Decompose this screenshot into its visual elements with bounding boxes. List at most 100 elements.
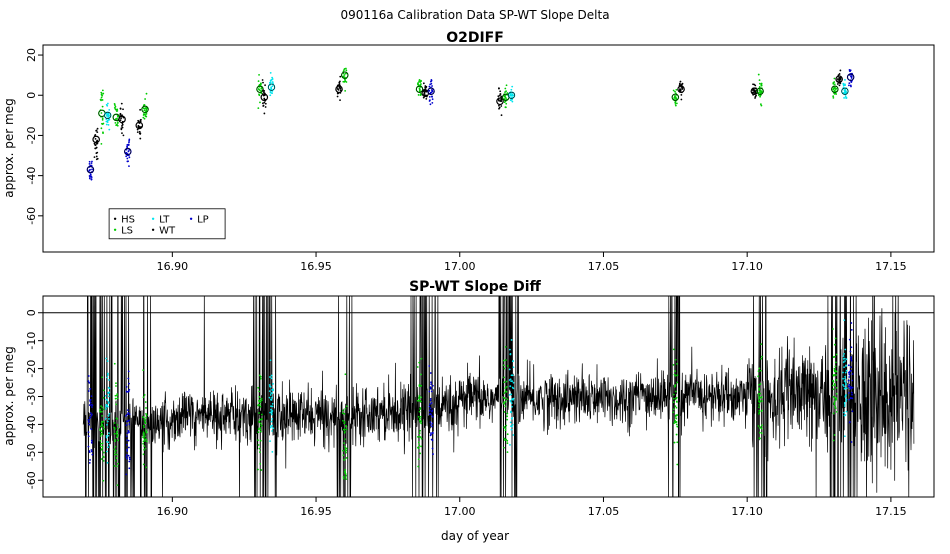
overlay-point-LS [102,426,105,428]
point-HS [680,98,683,101]
overlay-point-LS [344,472,347,475]
point-LS [505,84,508,87]
overlay-point-LP [128,458,131,461]
overlay-point-LP [91,413,93,416]
legend-box [108,208,226,240]
overlay-point-LS [420,420,423,423]
point-HS [95,158,98,161]
overlay-point-LP [88,421,90,423]
overlay-point-LT [844,377,847,380]
overlay-point-LS [102,459,105,462]
overlay-point-LP [128,382,130,385]
point-LS [145,92,148,95]
point-LT [843,97,845,99]
overlay-point-LS [344,438,346,441]
overlay-point-LT [842,371,844,374]
point-HS [119,112,122,115]
point-LS [100,99,102,102]
overlay-point-LP [128,423,131,426]
overlay-point-LS [834,361,837,364]
point-LS [144,98,147,100]
overlay-point-LS [420,373,422,376]
overlay-point-LT [271,413,273,416]
overlay-point-LP [849,370,852,373]
overlay-point-LT [107,446,109,449]
point-LT [108,108,111,111]
overlay-point-LS [117,439,119,442]
overlay-point-LS [345,478,348,481]
point-LS [117,115,119,118]
legend-swatch-LP [189,217,193,220]
overlay-point-LP [847,385,850,388]
overlay-point-LS [145,438,148,441]
overlay-point-LT [512,360,515,362]
point-LS [145,113,148,115]
point-LS [758,85,761,88]
overlay-point-LS [758,397,761,400]
overlay-point-LS [506,412,509,415]
point-LS [418,88,421,91]
overlay-point-LS [672,348,675,351]
overlay-point-LT [106,420,109,423]
overlay-point-LT [271,450,274,453]
point-HS [93,142,96,145]
point-LT [105,103,108,106]
overlay-point-LP [848,383,851,386]
overlay-point-LT [508,394,511,396]
overlay-point-LS [835,353,838,356]
overlay-point-LS [257,428,260,430]
overlay-point-LS [418,361,421,364]
overlay-point-LP [90,441,93,444]
overlay-point-LT [272,389,274,392]
overlay-point-LS [675,397,678,400]
overlay-point-LS [834,407,837,410]
overlay-point-LS [145,440,148,443]
overlay-point-LS [674,370,676,373]
overlay-point-LS [116,424,119,426]
panel1-x-tick-label: 17.10 [731,505,763,518]
overlay-point-LP [429,399,432,402]
overlay-point-LS [115,432,118,435]
overlay-point-LP [126,448,129,451]
panel0-y-tick-label: 0 [25,92,38,99]
overlay-point-LP [850,346,853,349]
overlay-point-LP [430,438,433,441]
overlay-point-LS [758,431,761,434]
overlay-point-LS [99,435,102,437]
overlay-point-LT [843,366,845,369]
overlay-point-LS [420,445,422,448]
point-LS [420,93,422,96]
overlay-point-LS [115,457,118,459]
point-LS [102,92,105,95]
point-LS [145,115,148,118]
point-LT [108,128,111,131]
overlay-point-LP [126,390,129,393]
overlay-point-LS [503,426,506,428]
point-HS [262,81,264,84]
overlay-point-LS [345,428,348,431]
point-LS [114,104,116,107]
point-LT [842,83,845,86]
point-LT [511,85,514,88]
overlay-point-LP [847,379,850,382]
point-LS [504,87,507,90]
overlay-point-LS [417,415,420,418]
point-LS [760,104,763,107]
point-LS [672,89,675,92]
overlay-point-LS [142,442,145,445]
point-HS [264,102,267,105]
overlay-point-LS [114,394,117,397]
panel2-axes: 16.90 16.95 17.00 17.05 17.10 17.15 0 -10 -20 -30… [25,309,907,518]
point-LS [101,117,104,120]
overlay-point-LT [105,357,108,360]
overlay-point-LS [100,405,102,408]
overlay-point-LP [127,390,130,393]
point-HS [498,87,500,90]
overlay-point-LT [843,380,846,382]
point-LS [833,81,836,83]
point-LS [503,101,506,104]
mean-marker-outline [124,148,132,156]
overlay-point-LT [105,398,108,401]
overlay-point-LT [510,402,513,404]
overlay-point-LT [107,395,110,398]
